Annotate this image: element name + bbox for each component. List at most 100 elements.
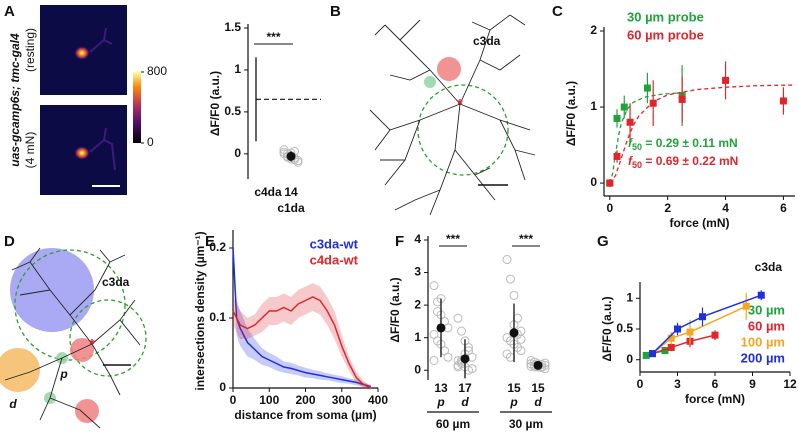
y-tick-label: 0 [234,146,241,160]
y-tick-label: 2 [590,23,597,37]
condition-label: (resting) [23,28,37,72]
diagram-label: c3da [473,34,501,48]
svg-text:*: * [457,96,463,112]
legend-label: 100 µm [741,334,785,349]
mean-marker [533,360,543,370]
mean-marker [509,328,519,338]
legend-label: 60 µm [748,318,785,333]
group-label: 30 µm [509,417,543,431]
x-tick-label: 0 [637,377,644,391]
marker [613,152,621,160]
y-axis-label: intersections density (µm⁻¹) [193,231,207,390]
panel-letter: B [330,3,341,20]
legend-label: 60 µm probe [627,27,704,42]
annotation-subscript: 50 [632,160,642,170]
marker [613,114,621,122]
y-tick-label: 1.5 [224,20,241,34]
y-tick-label: 4 [414,232,421,246]
x-tick-label: 9 [749,377,756,391]
panel-letter: A [4,3,15,20]
category-label: p [436,395,444,409]
diagram-label: c3da [102,275,130,289]
annotation-text: = 0.69 ± 0.22 mN [642,154,738,168]
marker [606,179,614,187]
x-axis-label: force (mN) [685,392,745,406]
mean-marker [460,354,470,364]
significance-label: *** [519,232,533,246]
marker [643,84,651,92]
category-label: c1da [277,201,305,215]
annotation-symbol: f [628,136,633,150]
x-tick-label: 6 [712,377,719,391]
x-tick-label: 3 [674,377,681,391]
marker [699,313,706,321]
legend-label: 30 µm [748,302,785,317]
group-label: 60 µm [436,417,470,431]
condition-label: (4 mN) [23,132,37,169]
panel-letter: F [395,233,404,250]
x-tick-label: 200 [295,393,315,407]
panel-letter: C [552,3,563,20]
dendrite-label: d [9,397,17,411]
y-tick-label: 0.2 [209,240,226,254]
marker [649,350,656,358]
category-label: c4da [254,185,282,199]
marker [686,328,694,336]
data-point [506,274,515,284]
y-tick-label: 1 [414,330,421,344]
legend-label: c3da-wt [310,236,359,251]
x-tick-label: 4 [722,201,729,215]
data-point [443,352,453,362]
marker [678,95,686,103]
annotation: c3da [755,260,783,274]
y-tick-label: 1 [234,62,241,76]
colorbar-tick-label: 0 [147,135,154,149]
svg-text:*: * [89,336,95,352]
series-line [652,305,747,355]
mean-marker [286,151,296,161]
y-axis-label: ΔF/F0 (a.u.) [564,81,578,146]
series-line [232,296,372,389]
y-tick-label: 1 [626,290,633,304]
series-line [652,334,716,355]
n-label: 14 [284,185,298,199]
marker [661,347,669,354]
y-axis-label: ΔF/F0 (a.u.) [388,277,402,342]
data-point [429,281,439,291]
category-label: d [534,395,542,409]
legend-label: 200 µm [741,350,785,365]
data-point [502,255,512,265]
y-tick-label: 2 [414,297,421,311]
y-tick-label: 0 [219,380,226,394]
annotation-symbol: f [628,154,633,168]
fit-curve [609,84,796,184]
annotation-text: = 0.29 ± 0.11 mN [642,136,738,150]
x-axis-label: distance from soma (µm) [234,408,376,422]
marker [722,76,730,84]
y-tick-label: 1 [590,99,597,113]
y-axis-label: ΔF/F0 (a.u.) [208,71,222,136]
category-label: p [509,395,517,409]
panel-letter: D [4,233,15,250]
neuron-diagram-b: * [369,14,536,216]
n-label: 15 [531,381,545,395]
mean-marker [436,323,446,333]
annotation: f50 = 0.69 ± 0.22 mN [628,154,738,170]
marker [779,97,787,105]
y-tick-label: 0 [414,362,421,376]
neuron-diagram-d: * [0,247,147,429]
marker [757,291,765,299]
x-tick-label: 100 [259,393,279,407]
y-tick-label: 0.1 [209,310,226,324]
x-tick-label: 0 [230,393,237,407]
calcium-images [40,5,141,195]
data-point [516,346,526,356]
annotation: f50 = 0.29 ± 0.11 mN [628,136,738,152]
n-label: 17 [458,381,472,395]
marker [642,351,650,359]
dendrite-label: p [59,367,67,381]
x-tick-label: 6 [780,201,787,215]
panel-letter: E [205,233,215,250]
y-tick-label: 0.5 [616,321,633,335]
